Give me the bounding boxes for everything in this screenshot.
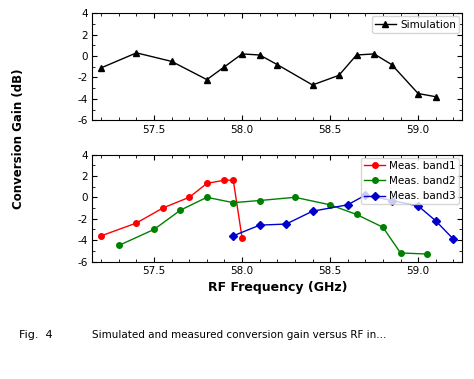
Meas. band1 [222,178,228,182]
Simulation [415,91,421,96]
Meas. band2 [151,227,157,232]
Simulation [204,77,210,82]
Legend: Simulation: Simulation [372,16,459,33]
Meas. band2 [116,243,122,248]
Line: Simulation: Simulation [98,50,439,100]
Text: Simulated and measured conversion gain versus RF in...: Simulated and measured conversion gain v… [92,330,387,340]
Meas. band2 [424,252,430,256]
Simulation [169,59,174,64]
Meas. band3 [363,193,368,197]
Meas. band1 [239,236,245,240]
Simulation [389,63,394,67]
Simulation [336,73,342,78]
Simulation [274,63,280,67]
Line: Meas. band3: Meas. band3 [230,193,456,242]
Meas. band3 [283,222,289,226]
Meas. band1 [99,233,104,238]
Meas. band2 [292,195,298,200]
Meas. band3 [433,219,438,223]
Meas. band1 [134,221,139,225]
Meas. band3 [345,202,351,207]
Simulation [433,94,438,99]
Meas. band3 [310,209,315,213]
Meas. band2 [204,195,210,200]
Simulation [371,52,377,56]
Meas. band2 [178,208,183,212]
Simulation [310,83,315,87]
Meas. band3 [415,204,421,208]
Text: Fig.  4: Fig. 4 [19,330,53,340]
Meas. band1 [230,178,236,182]
Meas. band2 [257,198,263,203]
Line: Meas. band2: Meas. band2 [116,194,430,257]
Meas. band3 [450,237,456,241]
Text: Conversion Gain (dB): Conversion Gain (dB) [12,68,26,208]
Meas. band2 [327,202,333,207]
Meas. band1 [186,195,192,200]
Meas. band3 [389,198,394,203]
Meas. band3 [230,233,236,238]
Legend: Meas. band1, Meas. band2, Meas. band3: Meas. band1, Meas. band2, Meas. band3 [361,158,459,204]
X-axis label: RF Frequency (GHz): RF Frequency (GHz) [208,280,347,294]
Meas. band2 [354,212,359,217]
Meas. band2 [398,251,403,255]
Meas. band1 [160,206,166,210]
Simulation [257,53,263,57]
Meas. band2 [380,225,386,230]
Simulation [134,50,139,55]
Simulation [222,64,228,69]
Meas. band1 [204,181,210,186]
Meas. band3 [257,223,263,227]
Simulation [354,53,359,57]
Simulation [239,52,245,56]
Line: Meas. band1: Meas. band1 [99,177,245,241]
Meas. band2 [230,200,236,205]
Simulation [99,66,104,70]
